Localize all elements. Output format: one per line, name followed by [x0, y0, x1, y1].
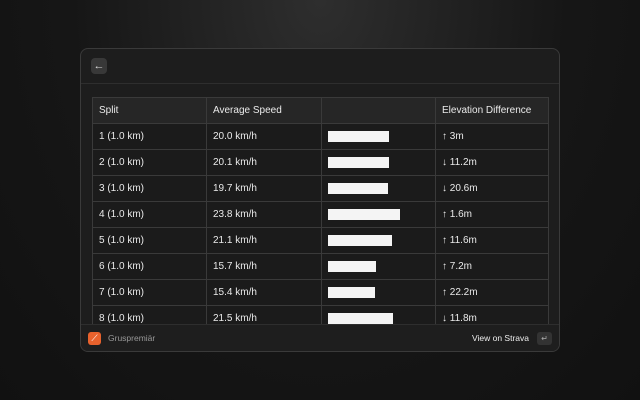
speed-bar-cell	[321, 149, 436, 176]
split-cell: 1 (1.0 km)	[92, 123, 207, 150]
speed-bar-cell	[321, 175, 436, 202]
split-cell: 2 (1.0 km)	[92, 149, 207, 176]
arrow-left-icon: ←	[93, 60, 105, 72]
split-cell: 7 (1.0 km)	[92, 279, 207, 306]
speed-cell: 23.8 km/h	[206, 201, 322, 228]
table-row: 6 (1.0 km) 15.7 km/h ↑ 7.2m	[92, 253, 549, 280]
footer: ⟋ Gruspremiär View on Strava ↵	[81, 324, 559, 351]
split-cell: 3 (1.0 km)	[92, 175, 207, 202]
column-header-bar	[321, 97, 436, 124]
elevation-cell: ↑ 11.6m	[435, 227, 549, 254]
speed-bar	[328, 209, 401, 220]
split-cell: 4 (1.0 km)	[92, 201, 207, 228]
speed-bar-cell	[321, 279, 436, 306]
table-row: 5 (1.0 km) 21.1 km/h ↑ 11.6m	[92, 227, 549, 254]
view-on-strava-button[interactable]: View on Strava	[471, 333, 529, 343]
splits-table: Split Average Speed Elevation Difference…	[92, 97, 549, 324]
split-cell: 8 (1.0 km)	[92, 305, 207, 324]
table-header-row: Split Average Speed Elevation Difference	[92, 97, 549, 124]
column-header-split: Split	[92, 97, 207, 124]
table-row: 7 (1.0 km) 15.4 km/h ↑ 22.2m	[92, 279, 549, 306]
speed-cell: 15.4 km/h	[206, 279, 322, 306]
header: ←	[81, 49, 559, 84]
speed-bar	[328, 235, 392, 246]
elevation-cell: ↑ 22.2m	[435, 279, 549, 306]
speed-bar-cell	[321, 123, 436, 150]
speed-cell: 20.1 km/h	[206, 149, 322, 176]
elevation-cell: ↑ 3m	[435, 123, 549, 150]
speed-cell: 21.1 km/h	[206, 227, 322, 254]
table-row: 2 (1.0 km) 20.1 km/h ↓ 11.2m	[92, 149, 549, 176]
table-row: 3 (1.0 km) 19.7 km/h ↓ 20.6m	[92, 175, 549, 202]
table-row: 4 (1.0 km) 23.8 km/h ↑ 1.6m	[92, 201, 549, 228]
speed-bar	[328, 183, 388, 194]
app-name: Gruspremiär	[108, 333, 156, 343]
column-header-speed: Average Speed	[206, 97, 322, 124]
speed-bar	[328, 287, 375, 298]
table-row: 8 (1.0 km) 21.5 km/h ↓ 11.8m	[92, 305, 549, 324]
elevation-cell: ↑ 7.2m	[435, 253, 549, 280]
split-cell: 5 (1.0 km)	[92, 227, 207, 254]
elevation-cell: ↓ 11.8m	[435, 305, 549, 324]
elevation-cell: ↓ 11.2m	[435, 149, 549, 176]
speed-bar	[328, 131, 389, 142]
speed-bar	[328, 157, 389, 168]
speed-bar-cell	[321, 201, 436, 228]
splits-content[interactable]: Split Average Speed Elevation Difference…	[81, 85, 559, 324]
speed-bar-cell	[321, 253, 436, 280]
speed-bar	[328, 261, 376, 272]
back-button[interactable]: ←	[91, 58, 107, 74]
strava-extension-icon: ⟋	[88, 331, 101, 345]
speed-bar	[328, 313, 394, 324]
speed-bar-cell	[321, 227, 436, 254]
speed-bar-cell	[321, 305, 436, 324]
speed-cell: 19.7 km/h	[206, 175, 322, 202]
speed-cell: 15.7 km/h	[206, 253, 322, 280]
speed-cell: 21.5 km/h	[206, 305, 322, 324]
elevation-cell: ↓ 20.6m	[435, 175, 549, 202]
column-header-elevation: Elevation Difference	[435, 97, 549, 124]
speed-cell: 20.0 km/h	[206, 123, 322, 150]
return-key-icon: ↵	[537, 331, 552, 345]
window: ← Split Average Speed Elevation Differen…	[80, 48, 560, 352]
elevation-cell: ↑ 1.6m	[435, 201, 549, 228]
split-cell: 6 (1.0 km)	[92, 253, 207, 280]
table-row: 1 (1.0 km) 20.0 km/h ↑ 3m	[92, 123, 549, 150]
